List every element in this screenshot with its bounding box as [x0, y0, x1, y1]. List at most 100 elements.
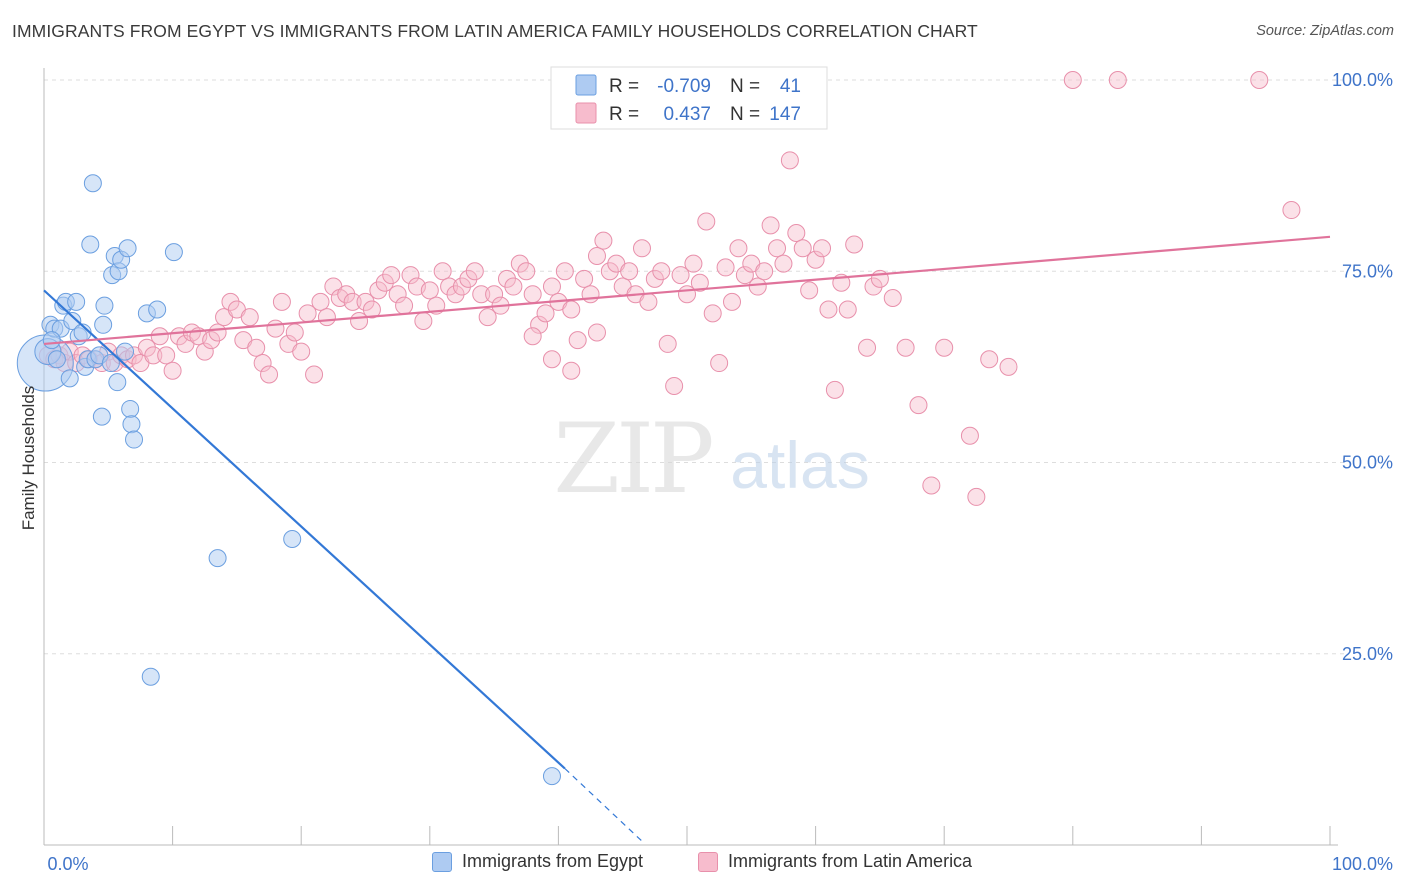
latin-america-point — [960, 426, 979, 445]
egypt-point — [121, 399, 140, 418]
latin-america-point — [568, 331, 587, 350]
egypt-point — [141, 667, 160, 686]
latin-america-point — [420, 281, 439, 300]
latin-america-point — [980, 350, 999, 369]
latin-america-point — [163, 361, 182, 380]
latin-america-point — [247, 338, 266, 357]
watermark-atlas: atlas — [730, 428, 869, 502]
egypt-point — [101, 354, 120, 373]
latin-america-point — [806, 250, 825, 269]
y-tick-label: 25.0% — [1342, 644, 1393, 664]
egypt-legend-swatch — [575, 74, 597, 96]
latin-america-point — [266, 319, 285, 338]
latin-america-point — [581, 285, 600, 304]
latin-america-point — [967, 487, 986, 506]
latin-america-point — [497, 269, 516, 288]
legend-label-egypt: Immigrants from Egypt — [462, 851, 644, 871]
egypt-point — [60, 369, 79, 388]
latin-america-point — [632, 239, 651, 258]
latin-america-point — [317, 308, 336, 327]
latin-america-point — [459, 269, 478, 288]
legend-item-egypt[interactable]: Immigrants from Egypt — [432, 851, 643, 872]
latin-america-point — [478, 308, 497, 327]
latin-america-point — [375, 273, 394, 292]
latin-america-point — [768, 239, 787, 258]
egypt-point — [92, 407, 111, 426]
watermark: ZIP atlas — [553, 403, 869, 515]
latin-america-point — [999, 357, 1018, 376]
egypt-point — [116, 342, 135, 361]
latin-america-point — [845, 235, 864, 254]
latin-america-point — [202, 331, 221, 350]
x-tick-label: 100.0% — [1332, 854, 1393, 874]
latin-america-point — [703, 304, 722, 323]
latin-america-point — [825, 380, 844, 399]
latin-america-swatch — [698, 851, 718, 872]
latin-america-point — [472, 285, 491, 304]
latin-america-point — [504, 277, 523, 296]
egypt-point — [208, 549, 227, 568]
latin-america-point — [723, 292, 742, 311]
egypt-r-label: R = — [609, 76, 639, 97]
latin-america-point — [690, 273, 709, 292]
latin-america-point — [652, 262, 671, 281]
latin-america-point — [150, 327, 169, 346]
latin-america-point — [452, 277, 471, 296]
egypt-point — [118, 239, 137, 258]
latin-n-value: 147 — [769, 104, 801, 125]
egypt-point — [67, 292, 86, 311]
latin-america-point — [485, 285, 504, 304]
latin-america-point — [658, 334, 677, 353]
latin-america-point — [433, 262, 452, 281]
egypt-point — [283, 530, 302, 548]
egypt-points — [16, 174, 561, 786]
latin-america-point — [864, 277, 883, 296]
latin-america-trend-line — [43, 235, 1331, 346]
latin-america-point — [305, 365, 324, 384]
latin-america-point — [446, 285, 465, 304]
latin-america-point — [195, 342, 214, 361]
latin-america-point — [137, 338, 156, 357]
egypt-point — [122, 415, 141, 434]
latin-america-point — [755, 262, 774, 281]
egypt-n-value: 41 — [780, 76, 801, 97]
latin-america-point — [620, 262, 639, 281]
latin-america-point — [710, 354, 729, 373]
latin-america-point — [697, 212, 716, 231]
latin-america-point — [221, 292, 240, 311]
latin-america-point — [774, 254, 793, 273]
latin-america-point — [285, 323, 304, 342]
latin-america-point — [555, 262, 574, 281]
egypt-trend-extension — [564, 768, 643, 842]
latin-america-point — [260, 365, 279, 384]
latin-america-point — [935, 338, 954, 357]
latin-america-point — [665, 377, 684, 395]
egypt-point — [542, 767, 561, 786]
y-axis-label: Family Households — [19, 386, 38, 531]
egypt-point — [95, 296, 114, 315]
latin-america-point — [819, 300, 838, 319]
latin-america-point — [144, 346, 163, 365]
egypt-point — [148, 300, 167, 319]
latin-america-point — [735, 266, 754, 285]
egypt-point — [125, 430, 144, 449]
latin-america-point — [362, 300, 381, 319]
latin-america-point — [517, 262, 536, 281]
legend-item-latin-america[interactable]: Immigrants from Latin America — [698, 851, 972, 872]
latin-legend-swatch — [575, 102, 597, 124]
latin-america-point — [382, 266, 401, 285]
legend-label-latin-america: Immigrants from Latin America — [728, 851, 973, 871]
egypt-swatch — [432, 851, 452, 872]
latin-america-point — [800, 281, 819, 300]
latin-america-point — [356, 292, 375, 311]
latin-america-point — [395, 296, 414, 315]
latin-america-point — [542, 350, 561, 369]
latin-america-point — [1282, 201, 1301, 220]
y-tick-label: 50.0% — [1342, 453, 1393, 473]
latin-america-point — [253, 354, 272, 373]
bottom-legend: Immigrants from Egypt Immigrants from La… — [0, 851, 1406, 879]
latin-america-point — [813, 239, 832, 258]
latin-america-point — [292, 342, 311, 361]
latin-america-point — [838, 300, 857, 319]
egypt-n-label: N = — [730, 76, 760, 97]
